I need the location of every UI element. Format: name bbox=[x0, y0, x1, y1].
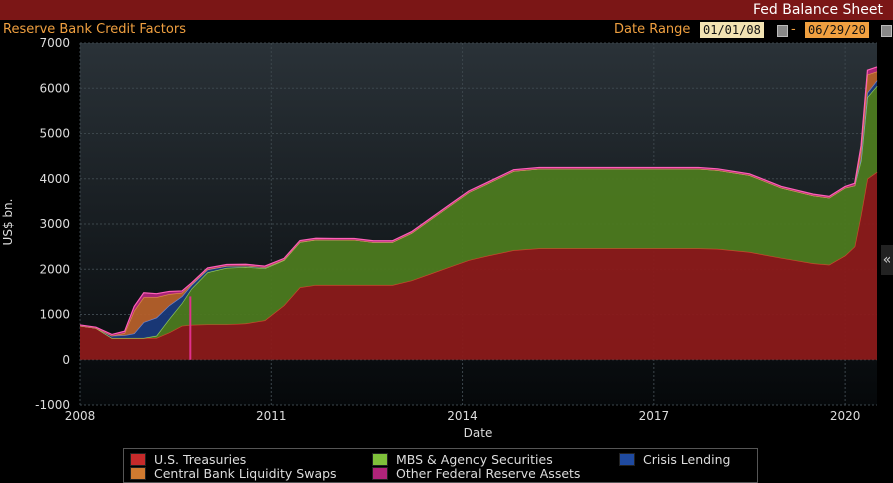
legend-label: MBS & Agency Securities bbox=[396, 452, 553, 467]
x-tick-label: 2017 bbox=[639, 409, 670, 423]
y-tick-label: 3000 bbox=[39, 217, 70, 231]
start-date-field[interactable]: 01/01/08 bbox=[700, 22, 764, 38]
chart-header: Reserve Bank Credit Factors Date Range bbox=[0, 20, 893, 40]
collapse-panel-button[interactable]: « bbox=[881, 245, 893, 275]
legend-label: Crisis Lending bbox=[643, 452, 731, 467]
legend-swatch bbox=[619, 453, 635, 466]
legend-swatch bbox=[372, 453, 388, 466]
y-tick-label: -1000 bbox=[35, 398, 70, 412]
series-areas bbox=[79, 66, 878, 360]
x-tick-label: 2008 bbox=[65, 409, 96, 423]
window-title: Fed Balance Sheet bbox=[753, 2, 883, 18]
y-axis-ticks: -1000 0 1000 2000 3000 4000 5000 6000 7000 bbox=[35, 36, 70, 412]
legend: U.S. Treasuries MBS & Agency Securities … bbox=[123, 448, 758, 483]
series-line-4 bbox=[79, 66, 878, 336]
legend-swatch bbox=[372, 467, 388, 480]
x-axis-label: Date bbox=[464, 426, 493, 440]
legend-label: Central Bank Liquidity Swaps bbox=[154, 466, 337, 481]
date-separator: - bbox=[791, 22, 796, 37]
legend-item-cb-swaps[interactable]: Central Bank Liquidity Swaps bbox=[130, 466, 337, 481]
date-range-label: Date Range bbox=[614, 22, 691, 37]
legend-item-mbs[interactable]: MBS & Agency Securities bbox=[372, 452, 553, 467]
legend-label: U.S. Treasuries bbox=[154, 452, 247, 467]
y-tick-label: 6000 bbox=[39, 81, 70, 95]
series-area-1 bbox=[80, 85, 877, 339]
y-tick-label: 2000 bbox=[39, 262, 70, 276]
x-tick-label: 2020 bbox=[830, 409, 861, 423]
y-tick-label: 7000 bbox=[39, 36, 70, 50]
x-tick-label: 2011 bbox=[256, 409, 287, 423]
y-tick-label: 5000 bbox=[39, 127, 70, 141]
legend-item-crisis-lending[interactable]: Crisis Lending bbox=[619, 452, 730, 467]
series-area-3 bbox=[80, 71, 877, 336]
calendar-icon[interactable] bbox=[777, 25, 788, 37]
x-axis-ticks: 2008 2011 2014 2017 2020 bbox=[65, 409, 861, 423]
legend-swatch bbox=[130, 453, 146, 466]
y-tick-label: 0 bbox=[62, 353, 70, 367]
legend-swatch bbox=[130, 467, 146, 480]
y-tick-label: 4000 bbox=[39, 172, 70, 186]
series-area-0 bbox=[80, 171, 877, 360]
calendar-icon[interactable] bbox=[881, 25, 892, 37]
legend-item-other-assets[interactable]: Other Federal Reserve Assets bbox=[372, 466, 580, 481]
y-tick-label: 1000 bbox=[39, 308, 70, 322]
legend-label: Other Federal Reserve Assets bbox=[396, 466, 581, 481]
y-axis-label: US$ bn. bbox=[1, 199, 15, 246]
x-tick-label: 2014 bbox=[447, 409, 478, 423]
chart-name: Reserve Bank Credit Factors bbox=[3, 22, 186, 37]
legend-item-us-treasuries[interactable]: U.S. Treasuries bbox=[130, 452, 246, 467]
end-date-field[interactable]: 06/29/20 bbox=[805, 22, 869, 38]
